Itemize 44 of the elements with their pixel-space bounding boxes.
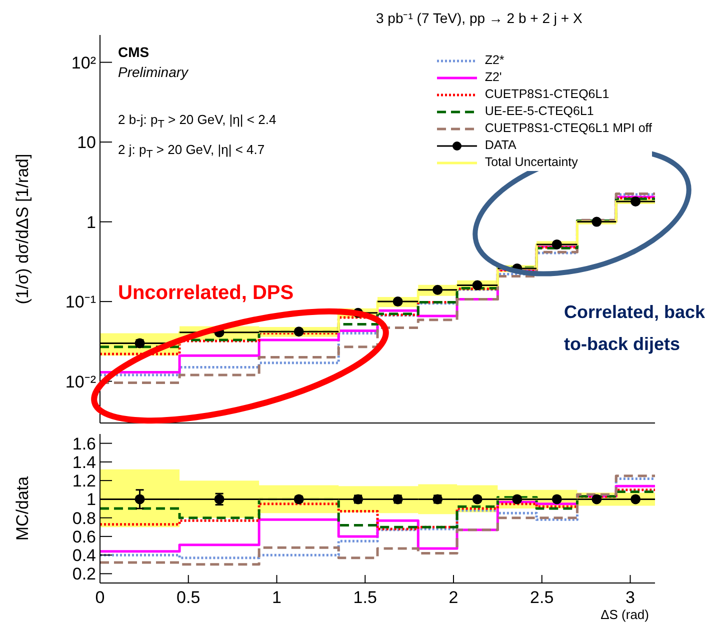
legend-label: UE-EE-5-CTEQ6L1 [484, 103, 594, 120]
x-tick-label: 0.5 [176, 588, 200, 608]
x-tick-label: 1.5 [353, 588, 377, 608]
y-tick-label: 0.2 [72, 564, 96, 584]
x-tick-label: 0 [95, 588, 105, 608]
legend-label: Z2' [484, 69, 502, 86]
y-axis-title: (1/σ) dσ/dΔS [1/rad] [13, 154, 32, 304]
y-axis-title: MC/data [13, 476, 32, 541]
annotation: Preliminary [118, 64, 188, 80]
y-tick-label: 0.8 [72, 508, 96, 528]
legend-label: CUETP8S1-CTEQ6L1 MPI off [484, 120, 652, 137]
annotation: Uncorrelated, DPS [118, 282, 294, 305]
point [552, 239, 562, 250]
point [472, 280, 482, 290]
y-tick-label: 10 [77, 133, 96, 152]
annotation: CMS [118, 44, 150, 60]
y-tick-label: 1.2 [72, 472, 96, 491]
x-axis-title: ΔS (rad) [600, 607, 649, 622]
point [392, 296, 403, 307]
y-tick-label: 1 [86, 490, 96, 510]
y-tick-label: 1.6 [72, 434, 96, 454]
y-tick-label: 0.6 [72, 527, 96, 546]
chart-title: 3 pb⁻¹ (7 TeV), pp → 2 b + 2 j + X [376, 9, 582, 27]
x-tick-label: 2 [448, 588, 458, 608]
legend-label: DATA [484, 137, 516, 154]
y-tick-label: 10⁻¹ [65, 292, 96, 312]
y-tick-label: 1 [86, 212, 96, 232]
y-tick-label: 0.4 [72, 546, 96, 566]
point [432, 284, 443, 295]
x-tick-label: 3 [626, 588, 635, 608]
y-tick-label: 10² [71, 53, 96, 72]
legend-label: Z2* [484, 52, 504, 69]
point [592, 216, 602, 227]
annotation: 2 b-j: p$_{T}$ > 20 GeV, |η| < 2.4 [118, 112, 276, 131]
point [294, 326, 304, 337]
y-tick-label: 1.4 [72, 452, 96, 472]
point [630, 196, 641, 206]
annotation: Correlated, back to-back dijets [564, 301, 706, 356]
legend-label: CUETP8S1-CTEQ6L1 [484, 86, 610, 103]
y-tick-label: 10⁻² [65, 372, 96, 392]
legend-label: Total Uncertainty [484, 154, 578, 171]
annotation: 2 j: p$_{T}$ > 20 GeV, |η| < 4.7 [118, 142, 265, 161]
x-tick-label: 2.5 [530, 588, 554, 608]
x-tick-label: 1 [272, 588, 282, 608]
